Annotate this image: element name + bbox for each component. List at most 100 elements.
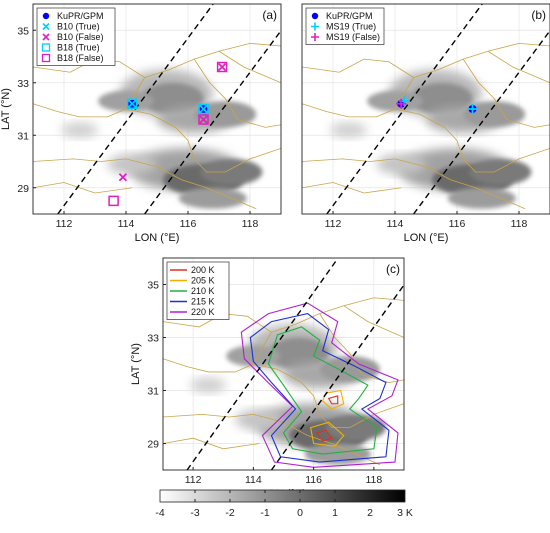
colorbar-tick-label: 1 [332,507,338,519]
panel-label: (c) [386,262,400,276]
legend-label: 205 K [191,276,215,286]
contour-ring [315,429,333,442]
y-tick-label: 31 [17,130,29,142]
plot-content [33,4,281,214]
x-axis-label: LON (°E) [135,232,180,244]
legend-marker [41,43,51,52]
border-line [33,158,257,210]
border-line [218,50,281,84]
axes-frame [32,3,282,215]
marker-x [217,62,227,72]
field-cell [268,337,329,370]
colorbar-tick-label: -2 [225,507,234,519]
border-line [343,305,404,338]
field-cell [226,345,281,367]
field-cell [329,122,368,138]
border-line [302,77,414,118]
field-cell [410,82,473,115]
field-cell [463,101,526,128]
colorbar-tick-label: -4 [155,507,164,519]
field-cell [98,90,154,112]
marker-x [199,115,208,124]
x-tick-label: 112 [325,218,342,230]
x-tick-label: 118 [242,218,259,230]
colorbar-tick-label: 2 [367,507,373,519]
border-line [193,58,281,128]
x-axis-label: LON (°E) [404,232,449,244]
y-tick-label: 33 [147,333,159,345]
swath-edges [326,4,550,214]
field-cell [319,356,380,383]
panel-label: (b) [531,8,546,22]
border-line [487,50,550,84]
x-tick-label: 112 [185,474,202,486]
brightness-temperature-field [329,69,532,209]
y-tick-label: 35 [17,25,29,37]
field-cell [376,153,427,175]
field-cell [107,153,157,175]
legend-marker [41,53,51,63]
legend-label: B10 (False) [57,32,104,42]
colorbar-tick-label: -3 [190,507,199,519]
border-line [394,108,550,173]
field-cell [190,377,227,394]
field-cell [325,414,386,441]
legend-label: 220 K [191,307,215,317]
x-tick-label: 118 [511,218,528,230]
y-tick-label: 29 [17,183,29,195]
legend-label: 210 K [191,286,215,296]
y-tick-label: 35 [147,280,159,292]
y-tick-label: 33 [17,78,29,90]
swath-edges [57,4,281,214]
legend-label: 215 K [191,297,215,307]
plot-content [302,4,550,214]
legend-marker [311,33,319,41]
colorbar-tick-label: 3 K [397,507,413,519]
legend-marker [42,22,50,31]
x-tick-label: 114 [387,218,404,230]
legend-label: MS19 (False) [326,32,380,42]
province-borders [302,42,550,210]
border-line [319,313,404,383]
border-line [302,158,526,210]
border-line [462,58,550,128]
border-line [163,332,272,373]
field-cell [178,187,247,209]
axes-frame [162,257,405,471]
contour-ring [309,421,345,447]
legend-marker [42,33,50,41]
border-line [302,42,550,78]
x-tick-label: 118 [366,474,383,486]
field-cell [447,187,516,209]
y-axis-label: LAT (°N) [130,343,142,385]
contour-ring [249,313,390,463]
contour-ring [327,395,339,405]
x-tick-label: 116 [180,218,197,230]
markers [396,96,478,114]
marker-square [108,195,119,207]
y-tick-label: 31 [147,386,159,398]
contour-ring [240,302,399,468]
marker-square [216,61,228,73]
border-line [302,182,402,194]
border-line [33,182,133,194]
legend-label: B18 (False) [57,53,104,63]
contour-ring [267,326,378,455]
field-cell [235,409,284,431]
marker-plus [467,104,478,114]
marker-x [118,173,128,182]
field-cell [141,82,204,115]
border-line [163,297,404,333]
swath-edge-line [186,258,339,470]
legend-marker [311,12,319,20]
legend-label: B10 (True) [57,22,100,32]
border-line [253,363,404,429]
legend-marker [42,12,50,20]
panel-label: (a) [262,8,277,22]
x-tick-label: 116 [305,474,322,486]
